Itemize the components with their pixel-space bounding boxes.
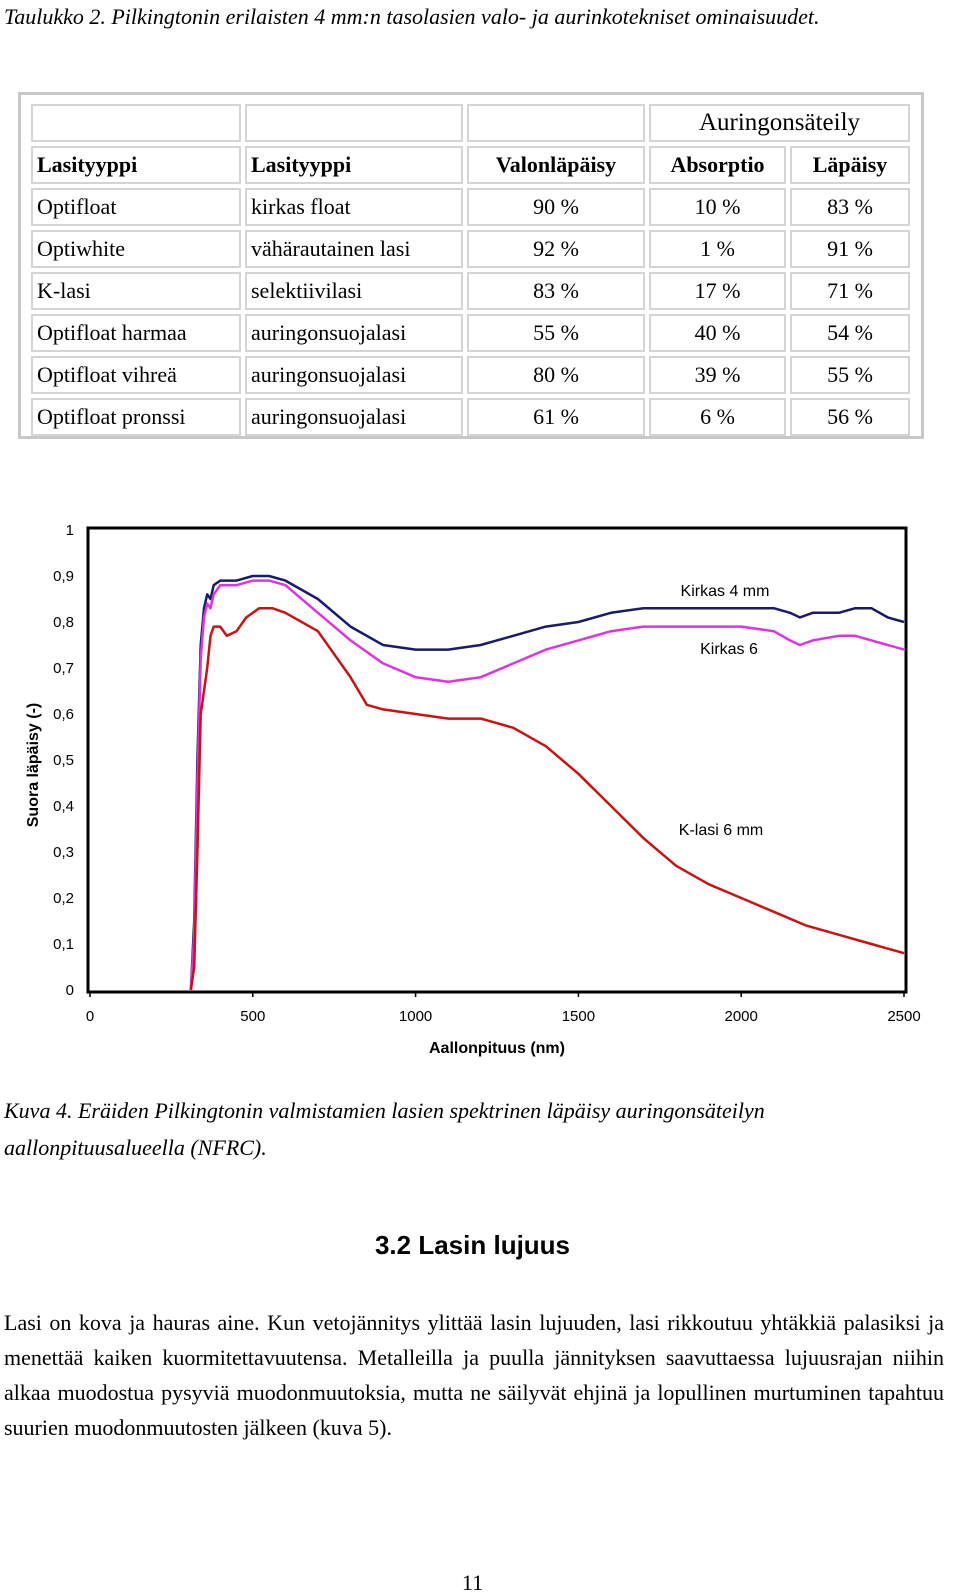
table-cell: vähärautainen lasi bbox=[245, 230, 463, 268]
y-tick-label: 0,2 bbox=[53, 890, 74, 907]
column-header: Valonläpäisy bbox=[467, 146, 645, 184]
table-cell: 90 % bbox=[467, 188, 645, 226]
table-cell: 71 % bbox=[790, 272, 910, 310]
y-tick-label: 0 bbox=[66, 982, 74, 999]
figure-caption: Kuva 4. Eräiden Pilkingtonin valmistamie… bbox=[4, 1098, 765, 1160]
series-lines bbox=[189, 574, 905, 991]
table-cell: 39 % bbox=[649, 356, 786, 394]
column-header: Lasityyppi bbox=[245, 146, 463, 184]
empty-header-cell bbox=[467, 104, 645, 142]
table-cell: Optiwhite bbox=[31, 230, 241, 268]
y-tick-label: 0,1 bbox=[53, 936, 74, 953]
y-tick-label: 0,5 bbox=[53, 752, 74, 769]
x-axis-label: Aallonpituus (nm) bbox=[429, 1040, 565, 1057]
series-line-k-lasi-6-mm bbox=[189, 606, 905, 991]
table-cell: Optifloat pronssi bbox=[31, 398, 241, 436]
x-tick-label: 2500 bbox=[887, 1008, 920, 1025]
empty-header-cell bbox=[31, 104, 241, 142]
properties-table-frame: Auringonsäteily Lasityyppi Lasityyppi Va… bbox=[18, 92, 924, 439]
x-tick-labels: 0 500 1000 1500 2000 2500 bbox=[86, 992, 921, 1025]
table-row: Optiwhite vähärautainen lasi 92 % 1 % 91… bbox=[31, 230, 910, 268]
table-row: Optifloat harmaa auringonsuojalasi 55 % … bbox=[31, 314, 910, 352]
table-cell: 6 % bbox=[649, 398, 786, 436]
table-cell: 55 % bbox=[790, 356, 910, 394]
table-cell: 17 % bbox=[649, 272, 786, 310]
annotation-kirkas-6: Kirkas 6 bbox=[700, 641, 758, 658]
y-axis-label: Suora läpäisy (-) bbox=[25, 703, 42, 827]
table-row: Optifloat pronssi auringonsuojalasi 61 %… bbox=[31, 398, 910, 436]
y-tick-labels: 0 0,1 0,2 0,3 0,4 0,5 0,6 0,7 0,8 0,9 1 bbox=[53, 522, 74, 999]
empty-header-cell bbox=[245, 104, 463, 142]
table-cell: 80 % bbox=[467, 356, 645, 394]
annotation-k-lasi-6mm: K-lasi 6 mm bbox=[679, 822, 763, 839]
table-cell: 54 % bbox=[790, 314, 910, 352]
table-cell: 10 % bbox=[649, 188, 786, 226]
x-tick-label: 1000 bbox=[399, 1008, 432, 1025]
table-cell: auringonsuojalasi bbox=[245, 356, 463, 394]
table-cell: 55 % bbox=[467, 314, 645, 352]
x-tick-label: 2000 bbox=[725, 1008, 758, 1025]
y-tick-label: 0,8 bbox=[53, 614, 74, 631]
column-header: Absorptio bbox=[649, 146, 786, 184]
column-header: Lasityyppi bbox=[31, 146, 241, 184]
table-cell: selektiivilasi bbox=[245, 272, 463, 310]
table-cell: 40 % bbox=[649, 314, 786, 352]
table-cell: auringonsuojalasi bbox=[245, 398, 463, 436]
table-cell: 83 % bbox=[790, 188, 910, 226]
table-caption: Taulukko 2. Pilkingtonin erilaisten 4 mm… bbox=[4, 4, 820, 29]
table-cell: Optifloat harmaa bbox=[31, 314, 241, 352]
super-header: Auringonsäteily bbox=[649, 104, 910, 142]
x-tick-label: 0 bbox=[86, 1008, 94, 1025]
y-tick-label: 0,9 bbox=[53, 568, 74, 585]
table-row: Optifloat vihreä auringonsuojalasi 80 % … bbox=[31, 356, 910, 394]
table-cell: 91 % bbox=[790, 230, 910, 268]
page-number: 11 bbox=[461, 1570, 484, 1595]
body-paragraph: Lasi on kova ja hauras aine. Kun vetojän… bbox=[4, 1310, 944, 1440]
table-cell: Optifloat bbox=[31, 188, 241, 226]
table-cell: auringonsuojalasi bbox=[245, 314, 463, 352]
series-line-kirkas-4-mm bbox=[189, 574, 905, 991]
column-header: Läpäisy bbox=[790, 146, 910, 184]
table-cell: Optifloat vihreä bbox=[31, 356, 241, 394]
table-cell: 56 % bbox=[790, 398, 910, 436]
transmission-chart: 0 0,1 0,2 0,3 0,4 0,5 0,6 0,7 0,8 0,9 1 0 500 1000 15… bbox=[25, 522, 921, 1057]
table-cell: 1 % bbox=[649, 230, 786, 268]
y-tick-label: 1 bbox=[66, 522, 74, 539]
table-cell: 61 % bbox=[467, 398, 645, 436]
plot-area bbox=[86, 526, 908, 994]
glass-properties-table: Auringonsäteily Lasityyppi Lasityyppi Va… bbox=[27, 100, 914, 440]
section-heading: 3.2 Lasin lujuus bbox=[374, 1230, 571, 1260]
y-tick-label: 0,7 bbox=[53, 660, 74, 677]
y-tick-label: 0,6 bbox=[53, 706, 74, 723]
y-tick-label: 0,3 bbox=[53, 844, 74, 861]
x-tick-label: 500 bbox=[240, 1008, 265, 1025]
y-tick-label: 0,4 bbox=[53, 798, 74, 815]
table-header-row: Lasityyppi Lasityyppi Valonläpäisy Absor… bbox=[31, 146, 910, 184]
series-line-kirkas-6 bbox=[189, 579, 905, 991]
x-tick-label: 1500 bbox=[562, 1008, 595, 1025]
annotation-kirkas-4mm: Kirkas 4 mm bbox=[681, 583, 770, 600]
table-cell: 83 % bbox=[467, 272, 645, 310]
table-cell: kirkas float bbox=[245, 188, 463, 226]
table-row: K-lasi selektiivilasi 83 % 17 % 71 % bbox=[31, 272, 910, 310]
table-cell: 92 % bbox=[467, 230, 645, 268]
table-row: Optifloat kirkas float 90 % 10 % 83 % bbox=[31, 188, 910, 226]
table-cell: K-lasi bbox=[31, 272, 241, 310]
